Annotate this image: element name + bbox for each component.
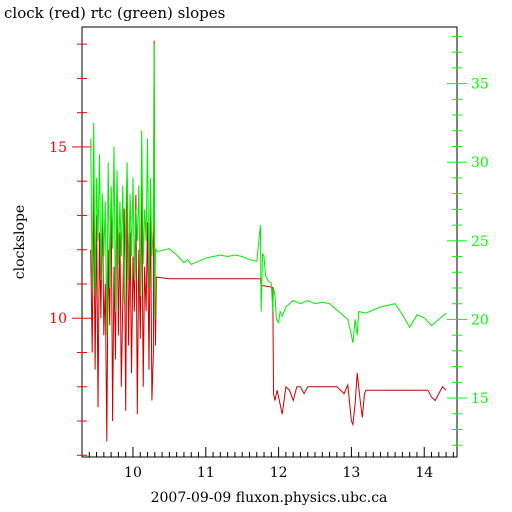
- x-tick-label: 11: [197, 465, 215, 481]
- left-tick-label: 15: [49, 140, 67, 156]
- right-tick-label: 15: [471, 391, 489, 407]
- series-rtc-line: [90, 44, 447, 344]
- right-tick-label: 35: [471, 77, 489, 93]
- right-tick-label: 25: [471, 234, 489, 250]
- series-clock-line: [90, 40, 447, 442]
- x-tick-label: 13: [343, 465, 361, 481]
- plot-frame: [81, 26, 458, 458]
- y-axis-label: clockslope: [12, 205, 28, 279]
- x-tick-label: 10: [124, 465, 142, 481]
- left-axis-ticks: 10 15: [49, 43, 92, 456]
- chart-title: clock (red) rtc (green) slopes: [4, 4, 225, 22]
- right-axis-ticks: 15 20 25 30 35: [447, 35, 489, 446]
- x-axis-label: 2007-09-09 fluxon.physics.ubc.ca: [151, 490, 388, 506]
- left-tick-label: 10: [49, 311, 67, 327]
- x-tick-label: 12: [270, 465, 288, 481]
- right-tick-label: 30: [471, 155, 489, 171]
- series-layer: [90, 40, 447, 442]
- right-tick-label: 20: [471, 312, 489, 328]
- x-axis-ticks: 10 11 12 13 14: [88, 447, 454, 481]
- x-tick-label: 14: [415, 465, 433, 481]
